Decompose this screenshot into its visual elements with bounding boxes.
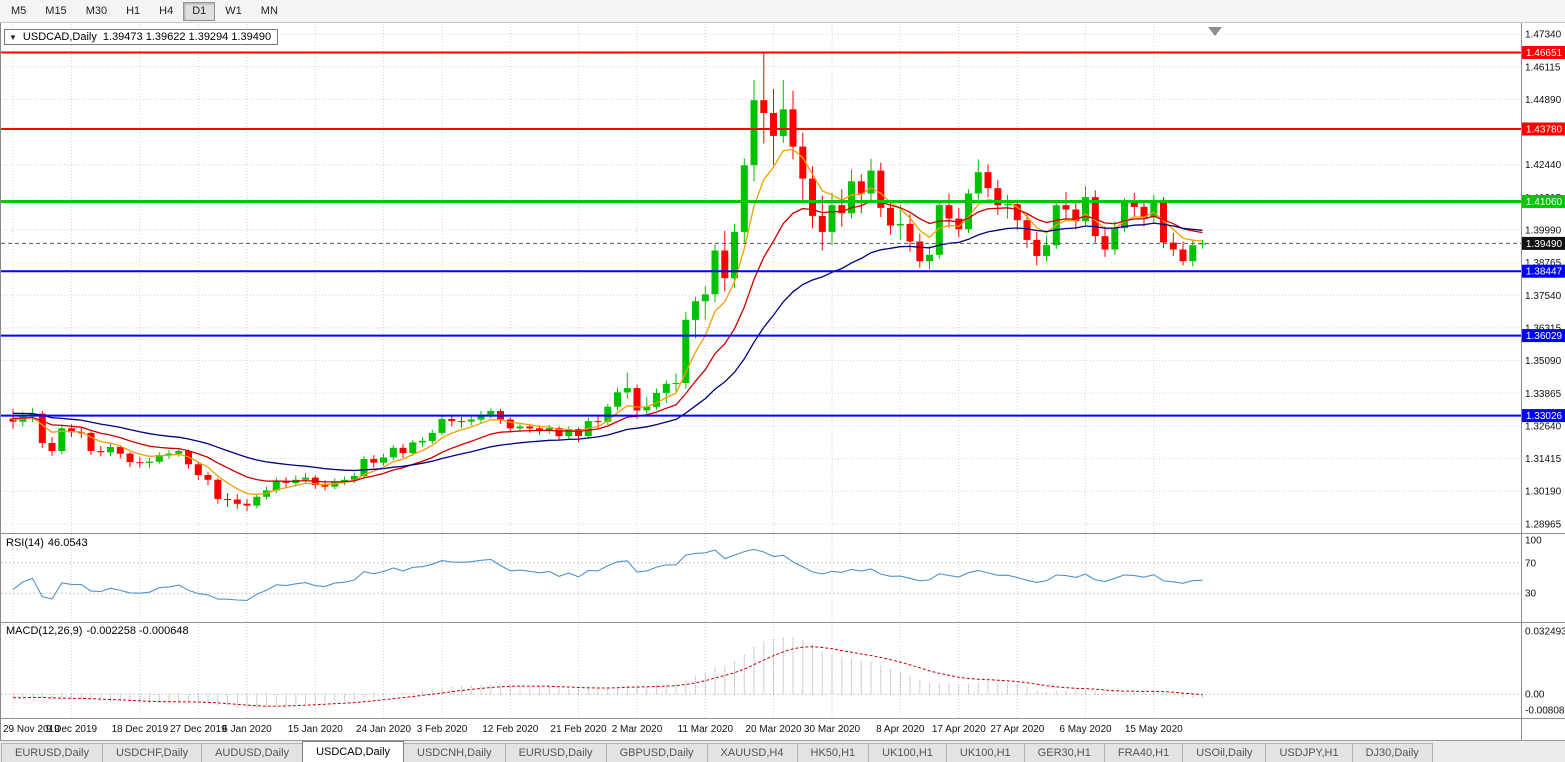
svg-text:1.28965: 1.28965: [1525, 519, 1562, 530]
price-axis-labels: 1.473401.461151.448901.436651.424401.412…: [1525, 30, 1562, 531]
rsi-value: 46.0543: [47, 537, 88, 549]
svg-text:18 Dec 2019: 18 Dec 2019: [111, 724, 168, 735]
symbol-tab-usdcnh-daily[interactable]: USDCNH,Daily: [403, 743, 506, 762]
rsi-name: RSI(14): [6, 537, 44, 549]
svg-text:0.00: 0.00: [1525, 690, 1545, 701]
symbol-tab-bar: EURUSD,Daily USDCHF,Daily AUDUSD,Daily USDC…: [0, 740, 1565, 762]
svg-text:11 Mar 2020: 11 Mar 2020: [678, 724, 734, 735]
timeframe-button-h1[interactable]: H1: [126, 5, 141, 17]
symbol-tab-uk100-h1[interactable]: UK100,H1: [868, 743, 947, 762]
symbol-tab-xauusd-h4[interactable]: XAUUSD,H4: [706, 743, 798, 762]
svg-text:27 Dec 2019: 27 Dec 2019: [170, 724, 227, 735]
symbol-tab-audusd-daily[interactable]: AUDUSD,Daily: [201, 743, 304, 762]
macd-name: MACD(12,26,9): [6, 625, 83, 637]
svg-text:1.47340: 1.47340: [1525, 30, 1562, 41]
svg-text:1.46651: 1.46651: [1526, 48, 1563, 59]
svg-text:6 May 2020: 6 May 2020: [1059, 724, 1112, 735]
svg-text:0.032493: 0.032493: [1525, 627, 1565, 638]
svg-text:1.35090: 1.35090: [1525, 356, 1562, 367]
svg-text:1.32640: 1.32640: [1525, 421, 1562, 432]
panel-separator-rsi[interactable]: [1, 533, 1565, 534]
svg-text:1.38765: 1.38765: [1525, 258, 1562, 269]
timeframe-button-m5[interactable]: M5: [11, 5, 27, 17]
svg-text:12 Feb 2020: 12 Feb 2020: [482, 724, 539, 735]
svg-text:24 Jan 2020: 24 Jan 2020: [356, 724, 411, 735]
symbol-ohlc-box[interactable]: ▼ USDCAD,Daily 1.39473 1.39622 1.39294 1…: [4, 29, 279, 45]
svg-text:20 Mar 2020: 20 Mar 2020: [745, 724, 802, 735]
svg-text:21 Feb 2020: 21 Feb 2020: [550, 724, 607, 735]
timeframe-button-mn[interactable]: MN: [260, 5, 278, 17]
svg-text:1.33865: 1.33865: [1525, 389, 1562, 400]
svg-text:27 Apr 2020: 27 Apr 2020: [990, 724, 1044, 735]
svg-text:1.33026: 1.33026: [1526, 411, 1563, 422]
symbol-tab-eurusd-daily[interactable]: EURUSD,Daily: [1, 743, 103, 762]
svg-text:8 Apr 2020: 8 Apr 2020: [876, 724, 925, 735]
svg-text:2 Mar 2020: 2 Mar 2020: [612, 724, 663, 735]
svg-text:-0.008086: -0.008086: [1525, 706, 1565, 717]
svg-text:1.42440: 1.42440: [1525, 160, 1562, 171]
chart-region: 1.473401.461151.448901.436651.424401.412…: [0, 23, 1565, 740]
svg-text:1.39990: 1.39990: [1525, 226, 1562, 237]
timeframe-button-d1[interactable]: D1: [183, 1, 216, 21]
panel-separator-dateaxis: [1, 718, 1565, 719]
timeframe-button-m15[interactable]: M15: [45, 5, 67, 17]
svg-text:1.39490: 1.39490: [1526, 239, 1563, 250]
svg-text:1.46115: 1.46115: [1525, 62, 1561, 73]
svg-text:1.43780: 1.43780: [1526, 125, 1563, 136]
svg-text:1.44890: 1.44890: [1525, 95, 1562, 106]
ohlc-values: 1.39473 1.39622 1.39294 1.39490: [102, 31, 272, 43]
symbol-label: USDCAD,Daily: [22, 31, 97, 43]
svg-text:1.36315: 1.36315: [1525, 324, 1562, 335]
chart-shift-marker-icon: [1208, 27, 1222, 36]
symbol-tab-hk50-h1[interactable]: HK50,H1: [796, 743, 870, 762]
svg-text:9 Dec 2019: 9 Dec 2019: [46, 724, 98, 735]
timeframe-button-h4[interactable]: H4: [159, 5, 174, 17]
timeframe-toolbar: M5 M15 M30 H1 H4 D1 W1 MN: [0, 0, 1565, 23]
macd-panel-label: MACD(12,26,9) -0.002258 -0.000648: [6, 625, 193, 637]
symbol-tab-usdjpy-h1[interactable]: USDJPY,H1: [1265, 743, 1353, 762]
candles-layer: [9, 52, 1206, 512]
price-level-lines: [1, 51, 1521, 417]
rsi-panel-label: RSI(14) 46.0543: [6, 537, 92, 549]
svg-text:15 May 2020: 15 May 2020: [1125, 724, 1183, 735]
symbol-tab-usdchf-daily[interactable]: USDCHF,Daily: [101, 743, 203, 762]
symbol-tab-usdcad-daily[interactable]: USDCAD,Daily: [302, 741, 405, 762]
svg-text:1.41060: 1.41060: [1526, 197, 1563, 208]
timeframe-button-m30[interactable]: M30: [85, 5, 108, 17]
svg-text:3 Feb 2020: 3 Feb 2020: [417, 724, 468, 735]
svg-text:1.36029: 1.36029: [1526, 331, 1563, 342]
grid-layer: [1, 24, 1521, 718]
macd-panel: 0.032493 0.00 -0.008086: [1, 627, 1565, 717]
symbol-tab-usoil-daily[interactable]: USOil,Daily: [1182, 743, 1267, 762]
rsi-panel: 100 70 30: [1, 536, 1542, 601]
svg-text:1.30190: 1.30190: [1525, 487, 1562, 498]
price-level-badges: 1.46651 1.43780 1.41060 1.38447 1.36029 1.330…: [1522, 46, 1565, 423]
symbol-tab-fra40-h1[interactable]: FRA40,H1: [1103, 743, 1184, 762]
macd-values: -0.002258 -0.000648: [86, 625, 189, 637]
symbol-tab-dj30-daily[interactable]: DJ30,Daily: [1351, 743, 1433, 762]
svg-text:70: 70: [1525, 558, 1537, 569]
svg-text:30 Mar 2020: 30 Mar 2020: [804, 724, 861, 735]
svg-text:1.37540: 1.37540: [1525, 291, 1562, 302]
svg-text:6 Jan 2020: 6 Jan 2020: [222, 724, 272, 735]
symbol-tab-uk100-h1[interactable]: UK100,H1: [945, 743, 1025, 762]
svg-text:29 Nov 2019: 29 Nov 2019: [3, 724, 60, 735]
panel-separator-macd[interactable]: [1, 622, 1565, 623]
svg-text:1.31415: 1.31415: [1525, 454, 1562, 465]
price-axis-separator: [1521, 23, 1522, 740]
symbol-tab-gbpusd-daily[interactable]: GBPUSD,Daily: [605, 743, 708, 762]
timeframe-button-w1[interactable]: W1: [225, 5, 242, 17]
svg-text:100: 100: [1525, 536, 1542, 547]
svg-text:30: 30: [1525, 589, 1537, 600]
current-price-badge: [1522, 236, 1565, 250]
svg-text:1.38447: 1.38447: [1526, 267, 1563, 278]
symbol-tab-eurusd-daily[interactable]: EURUSD,Daily: [504, 743, 607, 762]
svg-text:17 Apr 2020: 17 Apr 2020: [932, 724, 986, 735]
svg-text:15 Jan 2020: 15 Jan 2020: [288, 724, 343, 735]
chevron-down-icon[interactable]: ▼: [9, 32, 17, 42]
price-chart-canvas[interactable]: 1.473401.461151.448901.436651.424401.412…: [1, 23, 1565, 740]
symbol-tab-ger30-h1[interactable]: GER30,H1: [1023, 743, 1105, 762]
